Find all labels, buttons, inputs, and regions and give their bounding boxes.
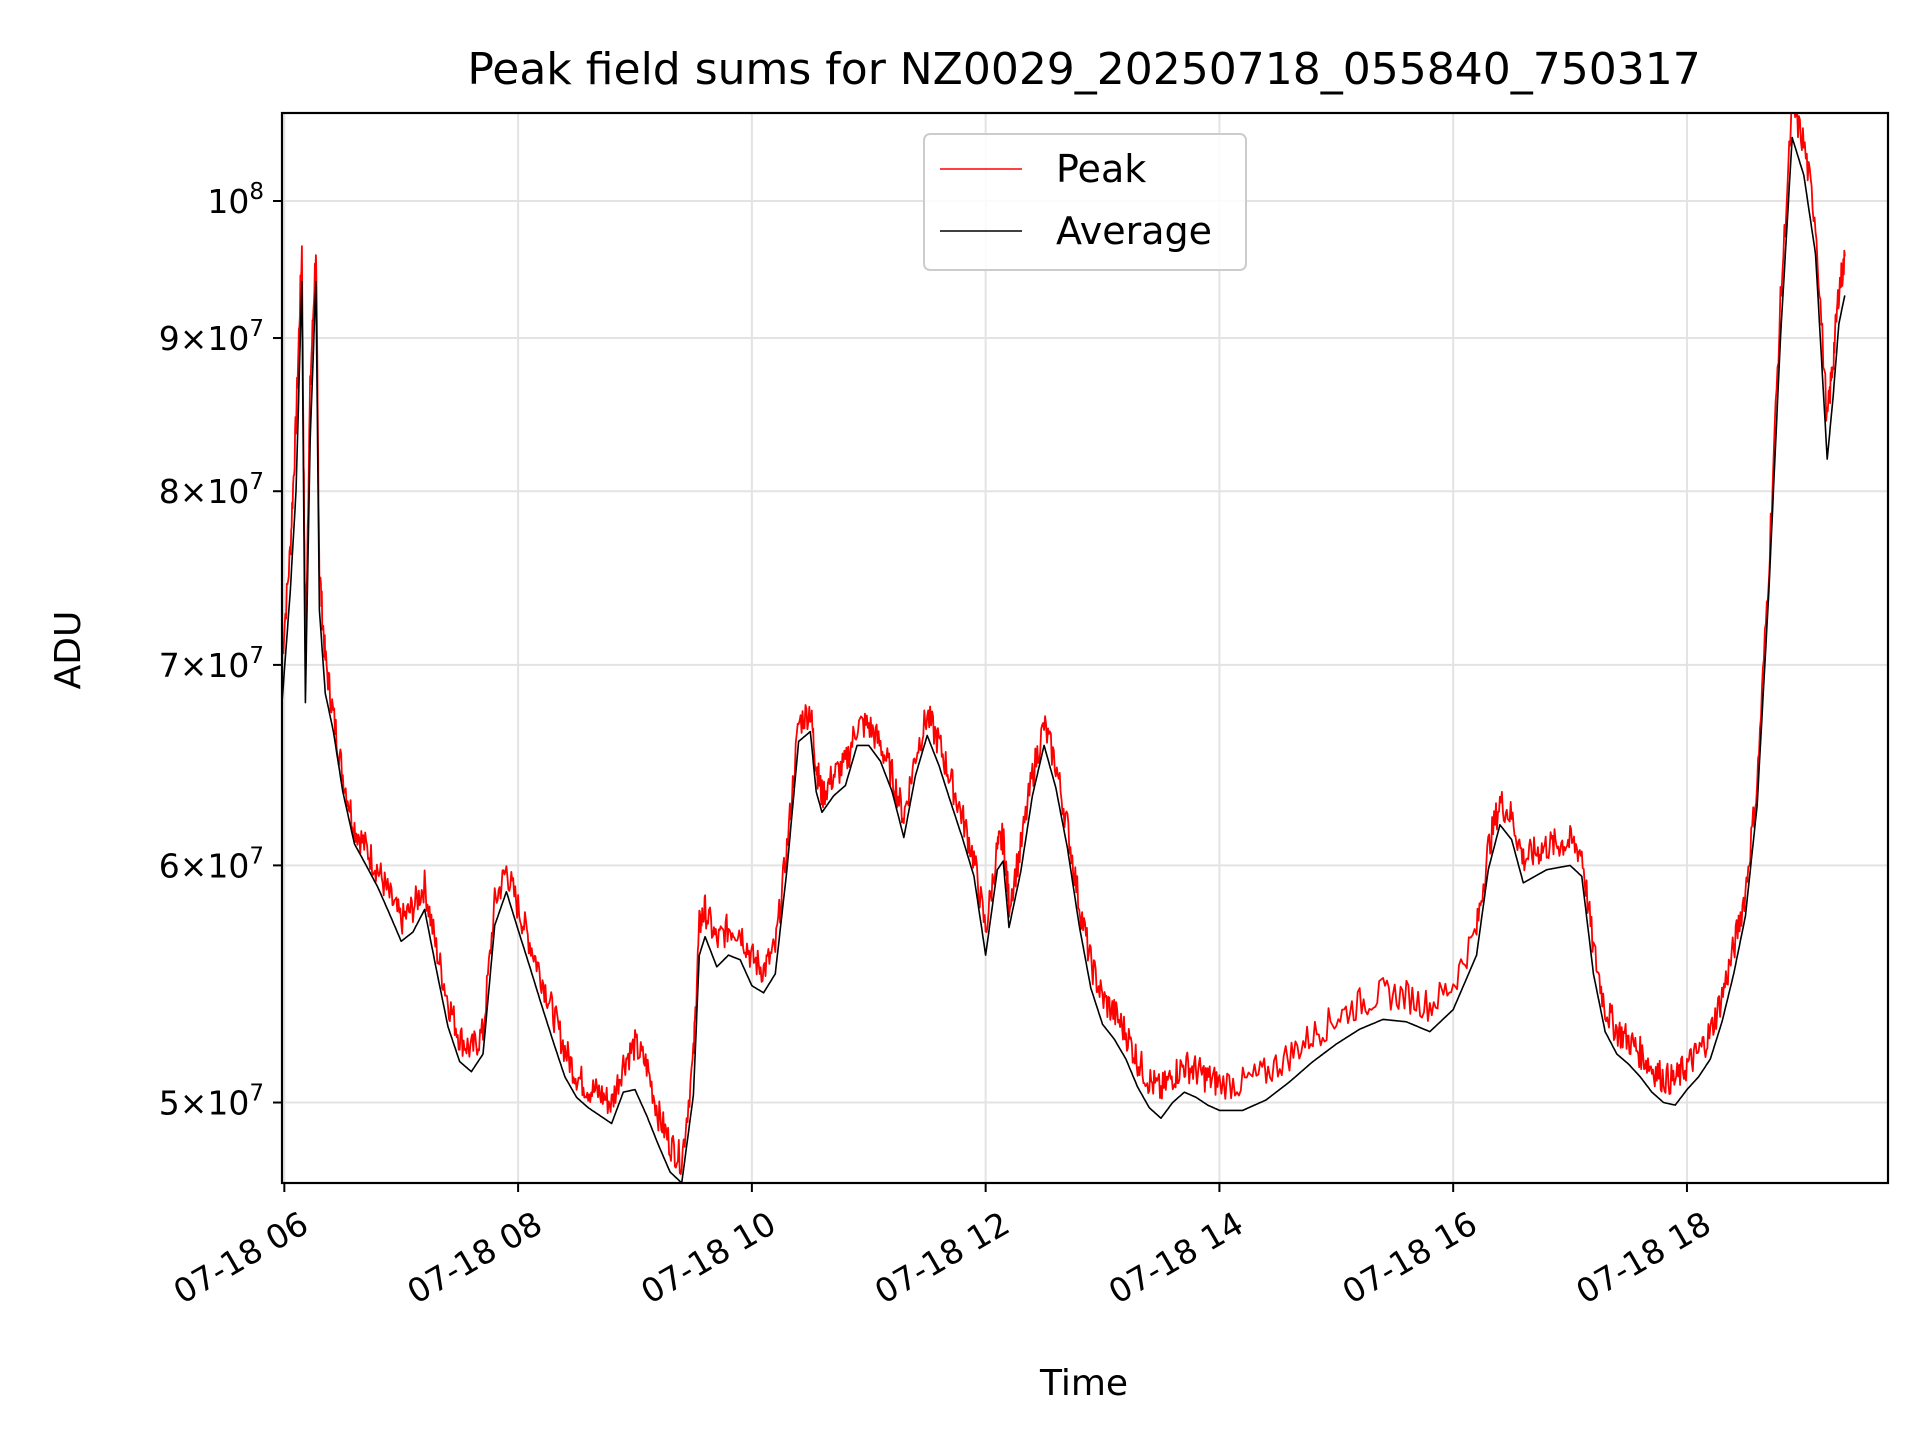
plot-frame	[280, 111, 1890, 1185]
x-tick-label: 07-18 06	[167, 1204, 315, 1312]
legend-label-peak: Peak	[1056, 147, 1146, 191]
y-tick-label: 108	[207, 179, 264, 221]
x-tick-label: 07-18 10	[634, 1204, 782, 1312]
y-tick-label: 6×107	[159, 843, 264, 885]
legend-box	[923, 133, 1247, 271]
x-tick-label: 07-18 08	[401, 1204, 549, 1312]
y-tick-label: 8×107	[159, 469, 264, 511]
x-axis: 07-18 06 07-18 08 07-18 10 07-18 12 07-18 14…	[167, 1183, 1717, 1312]
x-tick-label: 07-18 14	[1102, 1204, 1250, 1312]
series-line-peak	[282, 113, 1846, 1176]
x-tick-label: 07-18 16	[1336, 1204, 1484, 1312]
legend: Peak Average	[923, 133, 1247, 271]
x-tick-label: 07-18 12	[868, 1204, 1016, 1312]
grid	[282, 113, 1888, 1183]
legend-label-average: Average	[1056, 209, 1212, 253]
chart-title: Peak field sums for NZ0029_20250718_0558…	[467, 44, 1700, 95]
series-line-average	[282, 136, 1846, 1183]
x-tick-label: 07-18 18	[1569, 1204, 1717, 1312]
y-tick-label: 9×107	[159, 316, 264, 358]
plot-area	[282, 113, 1846, 1183]
y-tick-label: 7×107	[159, 643, 264, 685]
x-axis-label: Time	[1039, 1363, 1128, 1404]
y-axis: 5×107 6×107 7×107 8×107 9×107 108	[159, 179, 282, 1123]
y-tick-label: 5×107	[159, 1081, 264, 1123]
y-axis-label: ADU	[48, 611, 89, 690]
